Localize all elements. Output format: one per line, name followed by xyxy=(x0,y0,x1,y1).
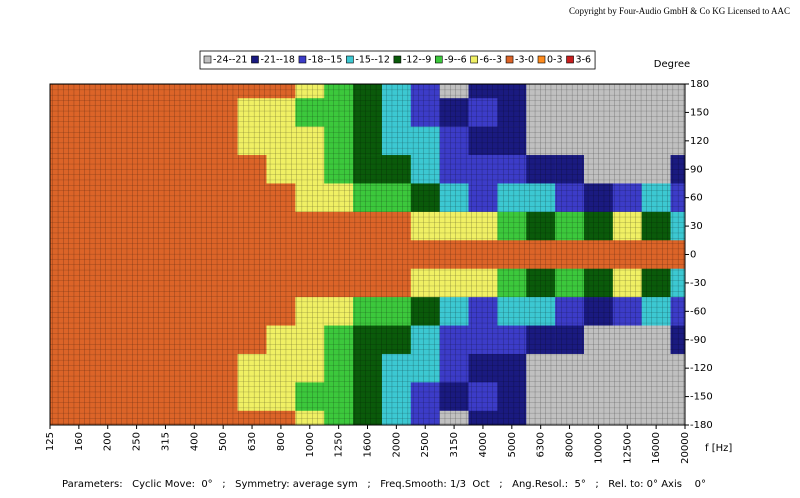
x-tick-label: 2000 xyxy=(391,432,402,457)
x-tick-label: 800 xyxy=(276,432,287,451)
y-tick-label: -150 xyxy=(690,392,713,403)
y-tick-label: 60 xyxy=(690,193,703,204)
legend-swatch xyxy=(434,55,443,64)
x-tick-label: 630 xyxy=(247,432,258,451)
legend-label: -6--3 xyxy=(480,55,502,66)
x-axis-label: f [Hz] xyxy=(705,443,732,454)
legend-swatch xyxy=(251,55,259,64)
x-tick-label: 5000 xyxy=(507,432,518,457)
legend-swatch xyxy=(203,55,212,64)
legend-label: -24--21 xyxy=(213,55,247,66)
x-tick-label: 400 xyxy=(189,432,200,451)
copyright: Copyright by Four-Audio GmbH & Co KG Lic… xyxy=(569,6,790,16)
legend-swatch xyxy=(346,55,354,64)
y-tick-label: -90 xyxy=(690,335,706,346)
x-tick-label: 125 xyxy=(45,432,56,451)
x-tick-label: 8000 xyxy=(565,432,576,457)
legend-label: -9--6 xyxy=(444,55,466,66)
y-tick-label: 30 xyxy=(690,221,703,232)
x-tick-label: 250 xyxy=(132,432,143,451)
x-tick-label: 16000 xyxy=(651,432,662,464)
x-tick-label: 4000 xyxy=(478,432,489,457)
legend-label: -3-0 xyxy=(515,55,534,66)
y-tick-label: 150 xyxy=(690,107,709,118)
legend-swatch xyxy=(505,55,514,64)
x-tick-label: 2500 xyxy=(420,432,431,457)
y-tick-label: -60 xyxy=(690,306,706,317)
legend-swatch xyxy=(470,55,478,64)
x-tick-label: 160 xyxy=(74,432,85,451)
legend-label: 3-6 xyxy=(576,55,592,66)
legend-swatch xyxy=(393,55,402,64)
y-tick-label: 0 xyxy=(690,250,696,261)
x-tick-label: 6300 xyxy=(536,432,547,457)
y-tick-label: -30 xyxy=(690,278,706,289)
legend-swatch xyxy=(566,55,574,64)
x-tick-label: 10000 xyxy=(593,432,604,464)
x-tick-label: 500 xyxy=(218,432,229,451)
x-tick-label: 1600 xyxy=(363,432,374,457)
legend-label: -12--9 xyxy=(403,55,431,66)
legend-label: -21--18 xyxy=(260,55,294,66)
x-tick-label: 12500 xyxy=(622,432,633,464)
y-tick-label: 90 xyxy=(690,164,703,175)
footer: Parameters: Cyclic Move: 0° ; Symmetry: … xyxy=(62,479,706,490)
y-tick-label: -180 xyxy=(690,420,713,431)
legend-swatch xyxy=(298,55,307,64)
x-tick-label: 315 xyxy=(160,432,171,451)
fine-grid xyxy=(50,84,685,425)
legend-label: -15--12 xyxy=(355,55,389,66)
x-tick-label: 1250 xyxy=(334,432,345,457)
y-axis-label: Degree xyxy=(654,59,690,70)
legend-label: -18--15 xyxy=(308,55,342,66)
legend-label: 0-3 xyxy=(547,55,563,66)
y-tick-label: 180 xyxy=(690,79,709,90)
x-tick-label: 200 xyxy=(103,432,114,451)
y-tick-label: 120 xyxy=(690,136,709,147)
y-tick-label: -120 xyxy=(690,363,713,374)
x-tick-label: 20000 xyxy=(680,432,691,464)
x-tick-label: 1000 xyxy=(305,432,316,457)
x-tick-label: 3150 xyxy=(449,432,460,457)
legend-swatch xyxy=(537,55,546,64)
